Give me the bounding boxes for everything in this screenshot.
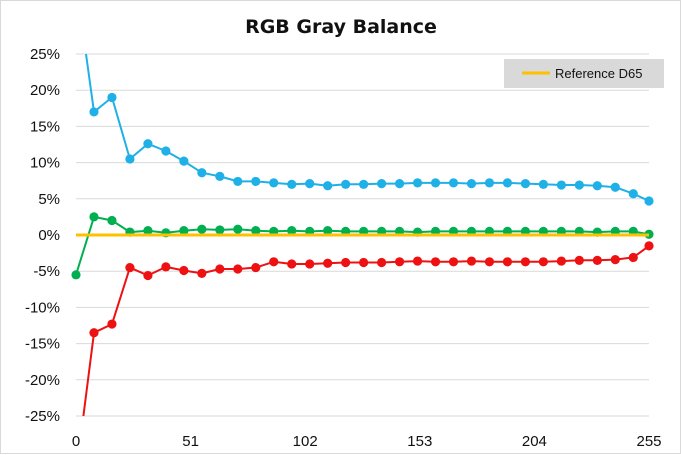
data-point <box>484 257 495 267</box>
data-point <box>107 92 117 103</box>
data-point <box>466 178 477 189</box>
data-point <box>430 178 441 188</box>
data-point <box>341 257 351 268</box>
data-point <box>125 262 135 273</box>
data-point <box>610 255 620 265</box>
y-tick-label: -20% <box>25 372 60 389</box>
data-point <box>107 319 117 329</box>
series-2 <box>82 241 654 417</box>
x-tick-label: 51 <box>182 433 199 450</box>
data-point <box>197 224 207 234</box>
data-point <box>466 256 477 266</box>
data-point <box>448 257 459 267</box>
data-point <box>251 262 261 273</box>
data-point <box>287 226 297 236</box>
y-tick-label: -5% <box>33 263 60 280</box>
data-point <box>251 226 261 236</box>
y-tick-label: -15% <box>25 336 60 353</box>
data-point <box>233 224 243 234</box>
data-point <box>71 270 81 280</box>
data-point <box>484 178 495 188</box>
x-tick-label: 102 <box>293 433 318 450</box>
data-point <box>628 252 638 263</box>
data-point <box>125 154 135 164</box>
data-point <box>179 265 189 276</box>
data-point <box>233 264 243 274</box>
data-point <box>323 226 333 236</box>
data-point <box>269 178 279 188</box>
series-0 <box>85 53 654 206</box>
y-tick-label: 5% <box>38 191 60 208</box>
data-point <box>359 257 369 268</box>
data-point <box>215 264 225 274</box>
data-point <box>574 255 584 265</box>
data-point <box>538 257 548 267</box>
data-point <box>377 257 387 268</box>
data-point <box>430 257 441 267</box>
data-point <box>592 181 602 191</box>
data-point <box>644 241 654 251</box>
data-point <box>377 178 387 189</box>
y-tick-label: 10% <box>30 155 60 172</box>
data-point <box>628 189 638 199</box>
data-point <box>305 178 315 189</box>
chart-title: RGB Gray Balance <box>245 16 437 38</box>
data-point <box>538 179 548 189</box>
data-point <box>412 256 423 266</box>
data-point <box>269 257 279 267</box>
data-point <box>179 156 189 166</box>
x-tick-label: 153 <box>407 433 432 450</box>
data-point <box>197 268 207 278</box>
data-point <box>341 179 351 189</box>
data-point <box>89 107 99 117</box>
data-point <box>359 179 369 189</box>
data-point <box>323 258 333 268</box>
data-point <box>161 146 171 156</box>
data-point <box>644 196 654 206</box>
x-tick-label: 0 <box>72 433 80 450</box>
data-point <box>394 178 405 189</box>
data-point <box>143 270 153 281</box>
data-point <box>323 181 333 191</box>
legend-label: Reference D65 <box>555 66 642 81</box>
data-point <box>394 257 405 267</box>
data-point <box>179 226 189 236</box>
data-point <box>556 256 566 266</box>
data-point <box>89 328 99 338</box>
data-point <box>161 262 171 272</box>
data-point <box>107 215 117 226</box>
x-tick-label: 255 <box>636 433 661 450</box>
data-point <box>215 225 225 235</box>
data-point <box>215 171 225 181</box>
data-point <box>592 255 602 265</box>
data-point <box>520 178 531 189</box>
data-point <box>233 176 243 187</box>
y-tick-label: -25% <box>25 408 60 425</box>
data-point <box>520 257 531 267</box>
data-point <box>502 178 513 188</box>
data-point <box>89 212 99 222</box>
data-point <box>143 226 153 236</box>
y-tick-label: 20% <box>30 82 60 99</box>
data-point <box>287 179 297 189</box>
y-tick-label: 0% <box>38 227 60 244</box>
data-point <box>610 182 620 192</box>
data-point <box>305 259 315 269</box>
y-tick-label: 15% <box>30 118 60 135</box>
x-tick-label: 204 <box>522 433 547 450</box>
data-point <box>287 259 297 269</box>
data-point <box>412 178 423 188</box>
data-point <box>574 180 584 190</box>
y-tick-label: 25% <box>30 46 60 63</box>
data-point <box>502 257 513 267</box>
data-point <box>251 176 261 187</box>
data-point <box>143 139 153 149</box>
y-tick-label: -10% <box>25 299 60 316</box>
data-point <box>448 178 459 188</box>
data-point <box>197 168 207 178</box>
data-point <box>556 180 566 190</box>
